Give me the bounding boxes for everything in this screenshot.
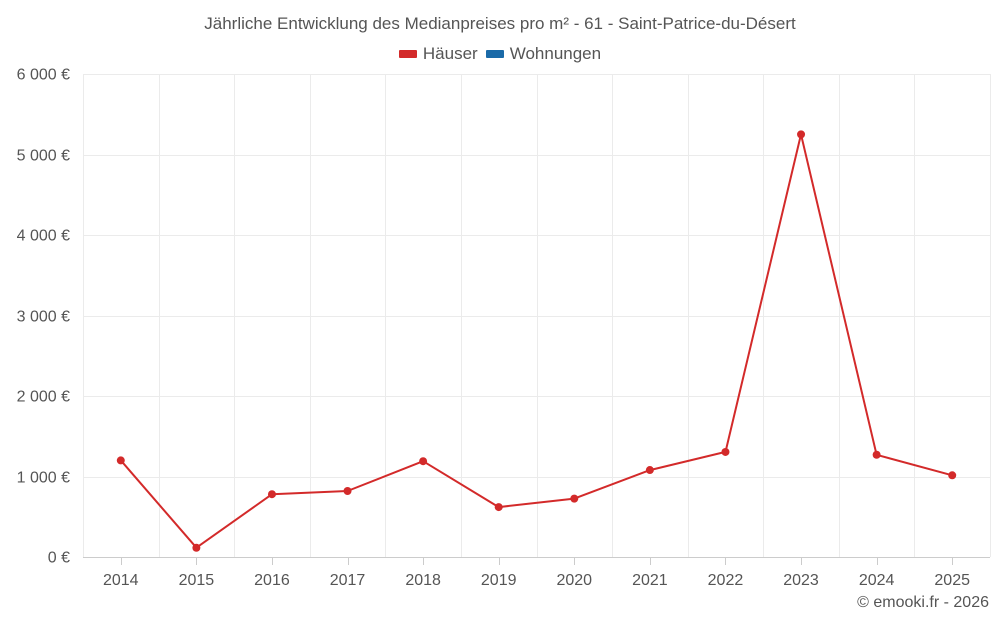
series-line-houses bbox=[120, 133, 953, 549]
legend-swatch-houses bbox=[398, 50, 417, 58]
x-tick-label: 2023 bbox=[783, 572, 819, 589]
y-tick-label: 3 000 € bbox=[17, 309, 70, 326]
data-point[interactable] bbox=[116, 456, 125, 465]
y-axis-tick-labels: 0 € 1 000 € 2 000 € 3 000 € 4 000 € 5 000 € 6 … bbox=[17, 67, 70, 567]
data-point[interactable] bbox=[494, 503, 503, 512]
series-lines bbox=[120, 133, 953, 549]
data-point[interactable] bbox=[192, 543, 201, 552]
x-tick-label: 2018 bbox=[405, 572, 441, 589]
data-point[interactable] bbox=[419, 457, 428, 466]
legend-label-houses: Häuser bbox=[422, 44, 478, 63]
x-tick-label: 2020 bbox=[556, 572, 592, 589]
x-tick-label: 2017 bbox=[330, 572, 366, 589]
data-point[interactable] bbox=[343, 486, 352, 495]
x-tick-label: 2022 bbox=[708, 572, 744, 589]
y-tick-label: 5 000 € bbox=[17, 148, 70, 165]
x-tick-label: 2021 bbox=[632, 572, 668, 589]
y-tick-label: 4 000 € bbox=[17, 228, 70, 245]
grid-lines bbox=[83, 74, 991, 557]
legend: Häuser Wohnungen bbox=[0, 44, 1000, 64]
data-point[interactable] bbox=[872, 450, 881, 459]
x-tick-label: 2025 bbox=[934, 572, 970, 589]
x-tick-label: 2015 bbox=[179, 572, 215, 589]
data-point[interactable] bbox=[797, 130, 806, 139]
x-tick-label: 2019 bbox=[481, 572, 517, 589]
data-point[interactable] bbox=[645, 466, 654, 475]
credit-text: © emooki.fr - 2026 bbox=[857, 594, 989, 611]
axes bbox=[83, 557, 990, 565]
legend-item-apartments[interactable]: Wohnungen bbox=[485, 44, 602, 64]
data-point[interactable] bbox=[948, 471, 957, 480]
x-axis-tick-labels: 2014 2015 2016 2017 2018 2019 2020 2021 2022 2023… bbox=[103, 572, 970, 589]
y-tick-label: 0 € bbox=[48, 550, 70, 567]
legend-item-houses[interactable]: Häuser bbox=[398, 44, 478, 64]
data-point[interactable] bbox=[570, 494, 579, 503]
y-tick-label: 2 000 € bbox=[17, 389, 70, 406]
y-tick-label: 1 000 € bbox=[17, 470, 70, 487]
chart-title: Jährliche Entwicklung des Medianpreises … bbox=[204, 14, 796, 33]
legend-label-apartments: Wohnungen bbox=[509, 44, 602, 63]
x-tick-label: 2024 bbox=[859, 572, 895, 589]
y-tick-label: 6 000 € bbox=[17, 67, 70, 84]
x-tick-label: 2016 bbox=[254, 572, 290, 589]
legend-swatch-apartments bbox=[485, 50, 504, 58]
data-point[interactable] bbox=[721, 447, 730, 456]
data-point[interactable] bbox=[267, 490, 276, 499]
series-points[interactable] bbox=[116, 130, 957, 552]
x-tick-label: 2014 bbox=[103, 572, 139, 589]
